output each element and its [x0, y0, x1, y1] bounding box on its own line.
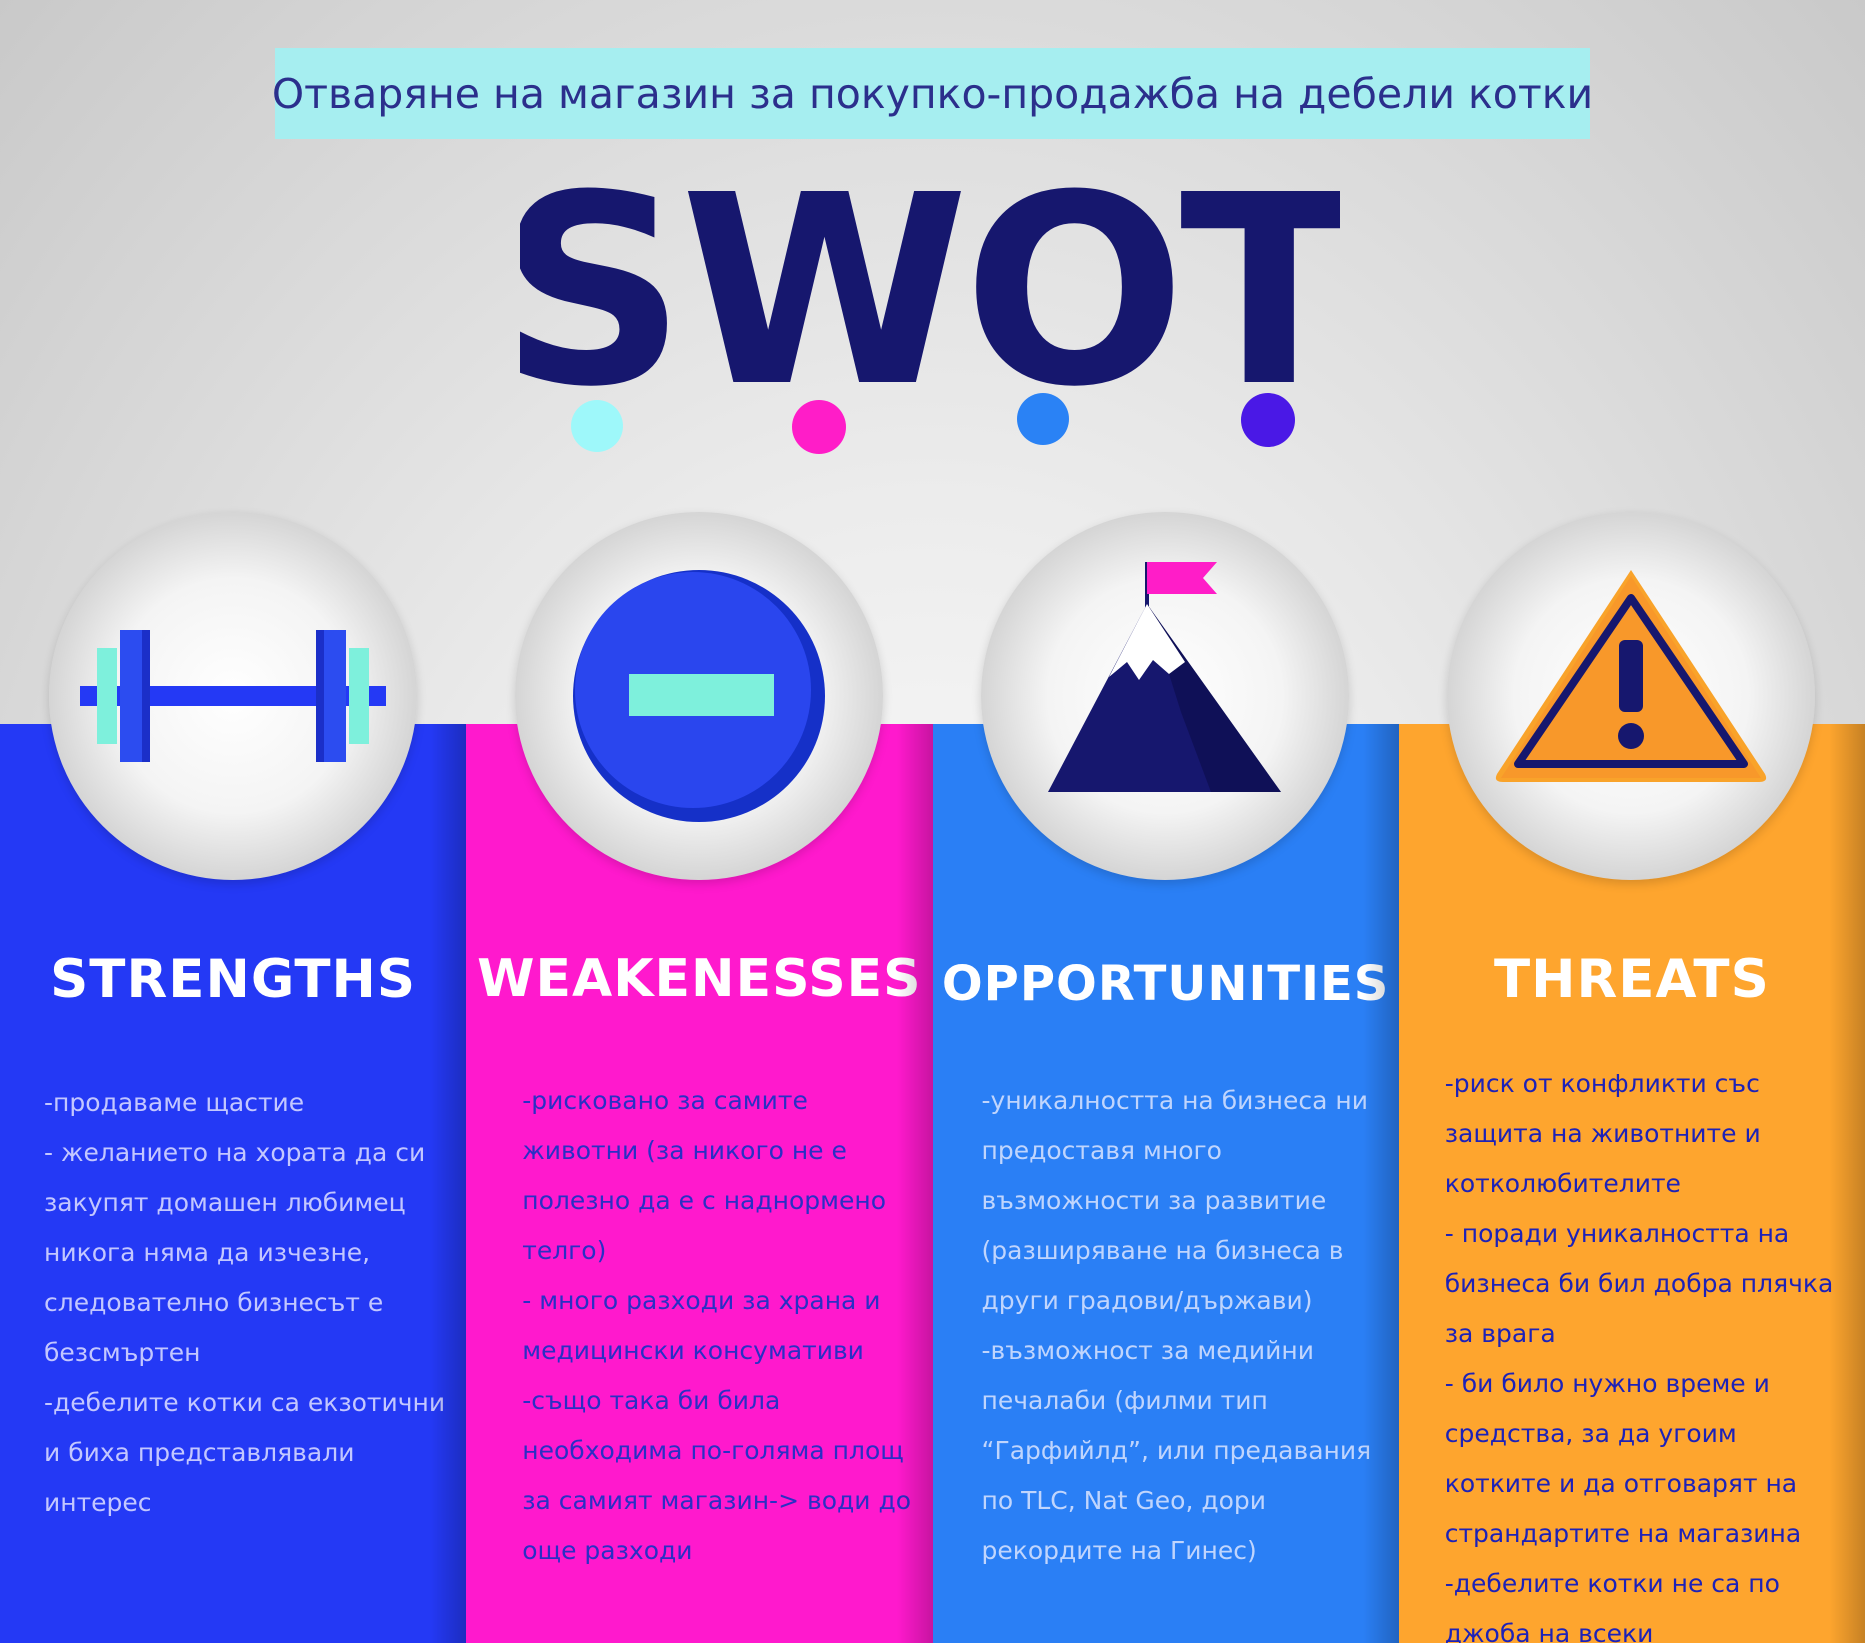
list-item: - много разходи за храна и	[522, 1286, 881, 1315]
list-item: - поради уникалността на	[1444, 1219, 1790, 1248]
list-item: за самият магазин-> води до	[522, 1486, 912, 1515]
list-item: защита на животните и	[1444, 1119, 1761, 1148]
list-item: предоставя много	[981, 1136, 1222, 1165]
list-item: -уникалността на бизнеса ни	[981, 1086, 1369, 1115]
list-item: -също така би била	[522, 1386, 781, 1415]
list-item: телго)	[522, 1236, 607, 1265]
list-item: необходима по-голяма площ	[522, 1436, 904, 1465]
list-item: по TLC, Nat Geo, дори	[981, 1486, 1267, 1515]
list-item: закупят домашен любимец	[44, 1188, 406, 1217]
list-item: средства, за да угоим	[1444, 1419, 1737, 1448]
list-item: интерес	[44, 1488, 152, 1517]
strengths-list: -продаваме щастие - желанието на хората …	[44, 1078, 446, 1528]
list-item: за врага	[1444, 1319, 1556, 1348]
list-item: -рисковано за самите	[522, 1086, 808, 1115]
swot-dot-t	[1241, 393, 1295, 447]
list-item: възможности за развитие	[981, 1186, 1327, 1215]
list-item: печалаби (филми тип	[981, 1386, 1268, 1415]
list-item: -риск от конфликти със	[1444, 1069, 1760, 1098]
swot-columns: STRENGTHS -продаваме щастие - желанието …	[0, 724, 1865, 1643]
strengths-icon-circle	[49, 512, 417, 880]
strengths-title: STRENGTHS	[50, 949, 417, 1010]
list-item: -дебелите котки не са по	[1444, 1569, 1780, 1598]
swot-logo: SWOT	[520, 160, 1340, 454]
mountain-flag-icon	[1048, 562, 1281, 792]
list-item: безсмъртен	[44, 1338, 201, 1367]
list-item: котките и да отговарят на	[1444, 1469, 1798, 1498]
list-item: (разширяване на бизнеса в	[981, 1236, 1344, 1265]
warning-triangle-icon	[1495, 570, 1767, 782]
threats-icon-circle	[1447, 512, 1815, 880]
list-item: бизнеса би бил добра плячка	[1444, 1269, 1834, 1298]
opportunities-icon-circle	[981, 512, 1349, 880]
opportunities-column: OPPORTUNITIES -уникалността на бизнеса н…	[932, 724, 1399, 1643]
list-item: рекордите на Гинес)	[981, 1536, 1257, 1565]
list-item: страндартите на магазина	[1444, 1519, 1802, 1548]
dumbbell-icon	[80, 630, 386, 762]
list-item: други градови/държави)	[981, 1286, 1313, 1315]
opportunities-list: -уникалността на бизнеса ни предоставя м…	[982, 1076, 1379, 1576]
list-item: -дебелите котки са екзотични	[44, 1388, 446, 1417]
list-item: -продаваме щастие	[44, 1088, 305, 1117]
list-item: котколюбителите	[1444, 1169, 1681, 1198]
swot-dot-s	[571, 400, 623, 452]
swot-dot-w	[792, 400, 846, 454]
page-title: Отваряне на магазин за покупко-продажба …	[272, 48, 1593, 139]
list-item: и биха представлявали	[44, 1438, 355, 1467]
threats-list: -риск от конфликти със защита на животни…	[1445, 1059, 1855, 1643]
weaknesses-title: WEAKENESSES	[477, 949, 922, 1009]
list-item: никога няма да изчезне,	[44, 1238, 371, 1267]
list-item: още разходи	[522, 1536, 693, 1565]
list-item: животни (за никого не е	[522, 1136, 847, 1165]
list-item: - би било нужно време и	[1444, 1369, 1770, 1398]
opportunities-title: OPPORTUNITIES	[941, 956, 1390, 1012]
list-item: - желанието на хората да си	[44, 1138, 426, 1167]
swot-logo-text: SWOT	[520, 160, 1340, 444]
minus-circle-icon	[573, 570, 825, 822]
list-item: -възможност за медийни	[981, 1336, 1314, 1365]
list-item: следователно бизнесът е	[44, 1288, 384, 1317]
list-item: джоба на всеки	[1444, 1619, 1654, 1643]
weaknesses-list: -рисковано за самите животни (за никого …	[522, 1076, 912, 1576]
weaknesses-icon-circle	[515, 512, 883, 880]
swot-dot-o	[1017, 393, 1069, 445]
threats-title: THREATS	[1493, 949, 1770, 1010]
list-item: полезно да е с наднормено	[522, 1186, 887, 1215]
list-item: “Гарфийлд”, или предавания	[981, 1436, 1372, 1465]
list-item: медицински консумативи	[522, 1336, 864, 1365]
